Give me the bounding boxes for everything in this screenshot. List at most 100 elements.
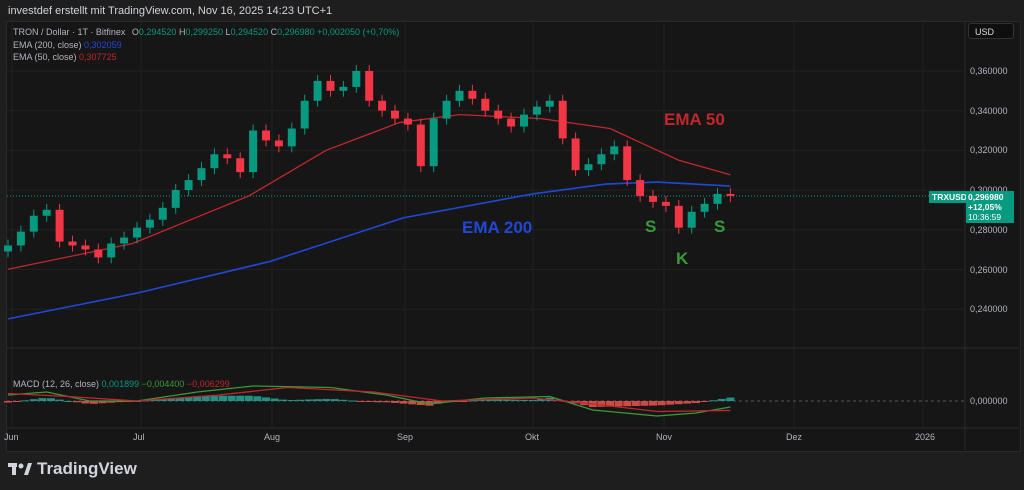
- macd-histogram-bar: [649, 401, 657, 406]
- candle: [610, 146, 619, 155]
- macd-signal-line: [7, 386, 731, 413]
- macd-histogram-bar: [494, 399, 503, 401]
- head-annotation: K: [676, 249, 689, 268]
- candle: [210, 154, 219, 169]
- candle: [713, 193, 722, 204]
- macd-histogram-bar: [416, 401, 425, 406]
- chart-credit: investdef erstellt mit TradingView.com, …: [8, 5, 333, 17]
- macd-histogram-bar: [193, 396, 202, 401]
- candle: [623, 146, 632, 181]
- candle: [481, 98, 490, 111]
- candle: [171, 189, 180, 208]
- candle: [107, 243, 116, 258]
- macd-line: [7, 385, 731, 417]
- time-axis-tick: Aug: [264, 432, 281, 442]
- macd-histogram-bar: [21, 400, 30, 402]
- candle: [313, 80, 322, 101]
- candle: [133, 227, 141, 238]
- macd-histogram-bar: [631, 401, 640, 406]
- candle-countdown: 10:36:59: [968, 212, 1002, 222]
- ema50-line: [7, 113, 731, 270]
- macd-histogram-bar: [709, 400, 718, 402]
- candle: [700, 203, 709, 212]
- macd-histogram-bar: [623, 401, 632, 407]
- ema50-value: 0,307725: [79, 52, 117, 62]
- tradingview-logo[interactable]: TradingView: [8, 459, 137, 479]
- macd-histogram-bar: [38, 398, 47, 401]
- candle: [416, 124, 425, 167]
- macd-signal-value: −0,006299: [186, 379, 230, 389]
- macd-histogram-bar: [485, 399, 494, 401]
- candle: [687, 211, 696, 228]
- macd-histogram-bar: [408, 401, 417, 405]
- macd-histogram-bar: [528, 399, 537, 401]
- macd-histogram-bar: [330, 399, 339, 401]
- candle: [287, 128, 296, 147]
- candle: [249, 130, 258, 173]
- macd-histogram-bar: [520, 399, 528, 401]
- macd-histogram-bar: [64, 401, 73, 402]
- low-value: 0,294520: [230, 27, 269, 37]
- candle: [184, 180, 193, 190]
- time-axis-tick: Jul: [133, 432, 145, 442]
- macd-histogram-bar: [399, 401, 408, 404]
- candle: [42, 209, 51, 216]
- macd-histogram-bar: [657, 401, 666, 406]
- time-axis-tick: Okt: [525, 432, 540, 442]
- candle: [649, 195, 657, 202]
- macd-histogram-bar: [717, 398, 726, 401]
- macd-histogram-bar: [81, 401, 90, 404]
- candle: [223, 154, 232, 159]
- macd-histogram-bar: [322, 398, 331, 401]
- macd-histogram-bar: [98, 401, 107, 404]
- macd-histogram-bar: [597, 401, 606, 407]
- ema50-legend[interactable]: EMA (50, close) 0,307725: [13, 52, 117, 62]
- candle: [326, 80, 335, 91]
- candle: [68, 241, 77, 246]
- candle: [507, 118, 516, 127]
- ema50-annotation: EMA 50: [664, 110, 725, 129]
- macd-histogram-bar: [339, 399, 348, 401]
- price-axis-tick: 0,280000: [970, 224, 1008, 235]
- macd-histogram-bar: [511, 399, 520, 401]
- last-price: 0,296980: [968, 192, 1004, 202]
- macd-histogram-bar: [12, 401, 21, 402]
- macd-label: MACD (12, 26, close): [13, 379, 100, 389]
- candle: [378, 100, 387, 111]
- candle: [571, 138, 580, 171]
- macd-histogram-bar: [606, 401, 614, 407]
- macd-line-value: −0,004400: [141, 379, 185, 389]
- candle: [429, 118, 438, 167]
- macd-histogram-bar: [176, 397, 184, 401]
- time-axis-tick: Sep: [397, 432, 414, 442]
- macd-legend[interactable]: MACD (12, 26, close) 0,001899 −0,004400 …: [13, 379, 230, 389]
- ema50-label: EMA (50, close): [13, 52, 77, 62]
- close-label: C: [270, 27, 278, 37]
- macd-histogram-bar: [683, 401, 692, 404]
- macd-histogram-bar: [640, 401, 649, 406]
- candle: [4, 245, 12, 252]
- ema200-legend[interactable]: EMA (200, close) 0,302059: [13, 40, 122, 50]
- price-axis-tick: 0,360000: [970, 66, 1008, 76]
- currency-button[interactable]: USD: [968, 23, 1014, 39]
- candle: [339, 86, 348, 91]
- macd-histogram-bar: [4, 401, 12, 403]
- chart-panel[interactable]: [6, 21, 1021, 452]
- candle: [545, 100, 554, 107]
- macd-histogram-bar: [270, 398, 279, 401]
- macd-histogram-bar: [253, 396, 262, 401]
- macd-histogram-bar: [158, 399, 167, 401]
- price-axis-tick: 0,340000: [970, 105, 1008, 116]
- macd-histogram-bar: [72, 401, 81, 403]
- macd-histogram-bar: [477, 399, 485, 401]
- price-axis-tick: 0,320000: [970, 145, 1008, 156]
- time-axis-tick: Jun: [4, 432, 19, 442]
- macd-histogram-bar: [313, 399, 322, 401]
- high-value: 0,299250: [185, 27, 223, 37]
- price-axis-tick: 0,240000: [970, 304, 1008, 315]
- candle: [236, 158, 245, 173]
- macd-histogram-bar: [674, 401, 683, 405]
- macd-histogram-bar: [726, 397, 735, 401]
- candle: [391, 110, 399, 119]
